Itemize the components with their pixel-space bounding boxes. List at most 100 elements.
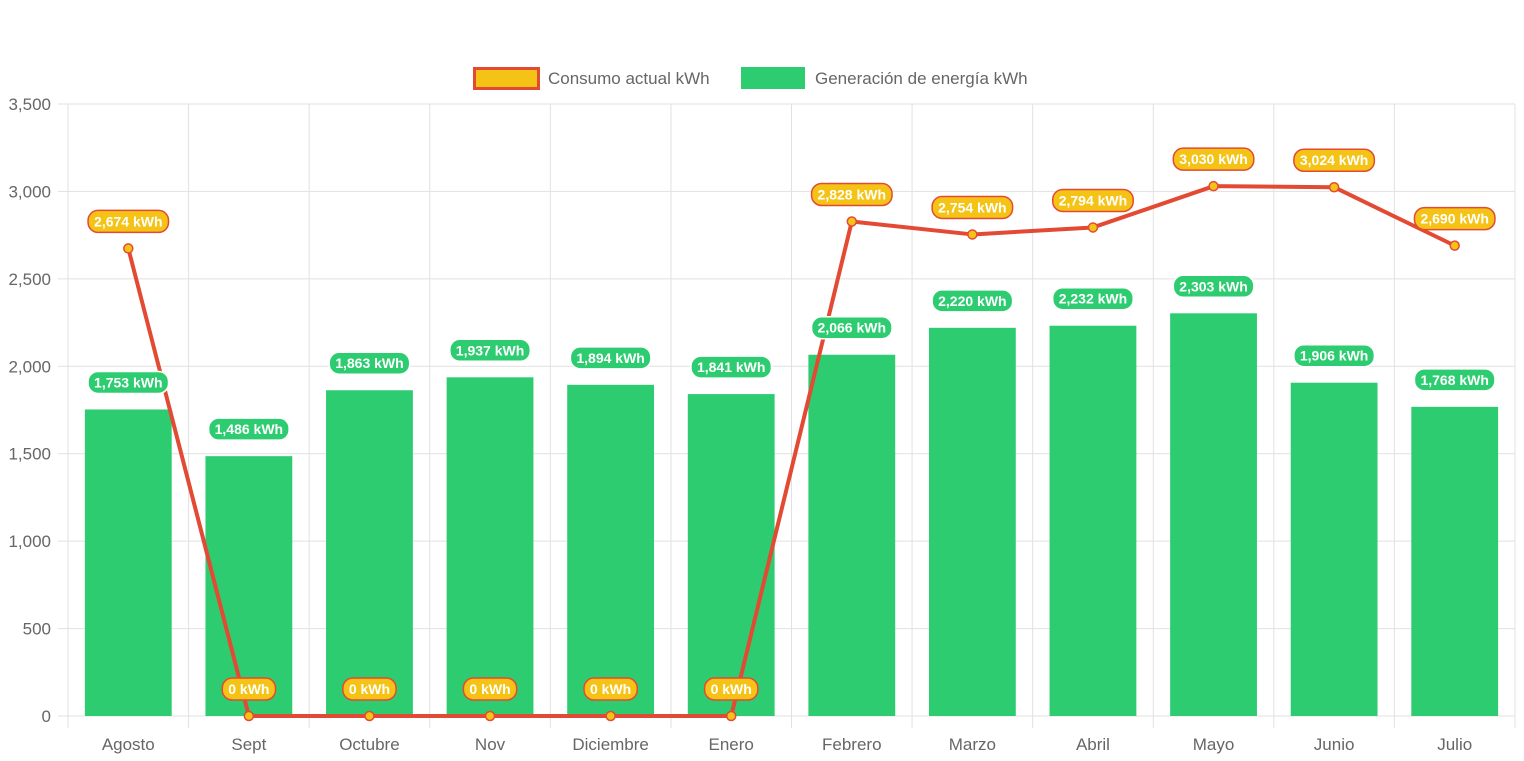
bar-generacion-nov <box>446 377 534 716</box>
x-tick-label: Octubre <box>339 735 399 754</box>
bar-label-diciembre-bg <box>569 346 652 370</box>
line-label-julio-text: 2,690 kWh <box>1420 211 1488 227</box>
legend-item-consumo[interactable]: Consumo actual kWh <box>473 67 710 90</box>
bar-label-marzo-bg <box>931 289 1014 313</box>
consumo-point-junio <box>1328 181 1340 193</box>
y-tick-label: 1,000 <box>8 532 51 551</box>
bar-label-octubre-text: 1,863 kWh <box>335 355 403 371</box>
line-label-diciembre: 0 kWh <box>583 677 638 701</box>
line-label-marzo-bg <box>931 195 1014 220</box>
consumo-point-agosto <box>123 243 134 254</box>
bar-label-junio-text: 1,906 kWh <box>1300 348 1368 364</box>
bar-label-abril-text: 2,232 kWh <box>1059 291 1127 307</box>
x-axis: Agosto Sept Octubre Nov Diciembre Enero Febrer… <box>102 735 1472 754</box>
legend-item-generacion[interactable]: Generación de energía kWh <box>741 67 1028 89</box>
consumo-point-octubre <box>364 710 375 722</box>
line-label-abril-bg <box>1051 188 1134 213</box>
bar-label-sept-text: 1,486 kWh <box>215 421 283 437</box>
bar-label-enero-bg <box>690 355 773 379</box>
bar-label-sept: 1,486 kWh <box>207 417 290 441</box>
consumo-point-marzo <box>967 229 978 240</box>
line-label-diciembre-text: 0 kWh <box>590 681 631 697</box>
bar-label-diciembre: 1,894 kWh <box>569 346 652 370</box>
line-label-octubre-bg <box>342 677 397 701</box>
bar-series <box>84 313 1499 716</box>
legend-label-generacion: Generación de energía kWh <box>815 69 1028 88</box>
line-label-julio: 2,690 kWh <box>1413 206 1496 231</box>
bar-label-febrero: 2,066 kWh <box>810 315 893 340</box>
bar-label-julio: 1,768 kWh <box>1413 368 1496 392</box>
line-series <box>123 180 1460 722</box>
line-label-abril-text: 2,794 kWh <box>1059 192 1127 208</box>
bar-data-labels: 1,753 kWh 1,486 kWh 1,863 kWh 1,937 kWh 1,89… <box>87 274 1496 441</box>
x-tick-label: Febrero <box>822 735 882 754</box>
bar-generacion-sept <box>205 456 293 716</box>
bar-label-nov-text: 1,937 kWh <box>456 342 524 358</box>
bar-label-abril-bg <box>1051 286 1134 311</box>
line-label-octubre: 0 kWh <box>342 677 397 701</box>
x-tick-label: Sept <box>231 735 266 754</box>
line-label-nov: 0 kWh <box>462 677 518 701</box>
line-label-enero: 0 kWh <box>703 677 759 701</box>
y-axis: 0 500 1,000 1,500 2,000 2,500 3,000 3,500 <box>8 95 68 726</box>
y-tick-label: 500 <box>23 620 51 639</box>
consumo-point-enero <box>725 710 737 722</box>
bar-label-marzo: 2,220 kWh <box>931 289 1014 313</box>
line-label-marzo-text: 2,754 kWh <box>938 199 1006 215</box>
x-tick-label: Mayo <box>1193 735 1235 754</box>
bar-label-julio-bg <box>1413 368 1496 392</box>
line-label-enero-text: 0 kWh <box>711 681 752 697</box>
bar-generacion-agosto <box>84 409 172 716</box>
bar-label-mayo: 2,303 kWh <box>1172 274 1255 299</box>
line-label-sept-bg <box>221 677 277 701</box>
bar-label-octubre: 1,863 kWh <box>328 351 411 375</box>
line-label-abril: 2,794 kWh <box>1051 188 1134 213</box>
legend-label-consumo: Consumo actual kWh <box>548 69 710 88</box>
line-label-agosto: 2,674 kWh <box>87 209 170 234</box>
bar-label-enero: 1,841 kWh <box>690 355 773 379</box>
line-label-febrero-bg <box>810 182 893 207</box>
bar-label-octubre-bg <box>328 351 411 375</box>
bar-label-nov-bg <box>449 338 532 363</box>
legend-swatch-consumo <box>473 67 540 90</box>
y-tick-label: 3,500 <box>8 95 51 114</box>
line-label-mayo: 3,030 kWh <box>1172 147 1255 171</box>
bar-generacion-enero <box>687 394 775 716</box>
line-label-enero-bg <box>703 677 759 701</box>
bar-label-agosto: 1,753 kWh <box>87 370 170 395</box>
consumo-point-mayo <box>1208 180 1219 192</box>
line-label-febrero: 2,828 kWh <box>810 182 893 207</box>
line-label-febrero-text: 2,828 kWh <box>818 187 886 203</box>
bar-label-agosto-bg <box>87 370 170 395</box>
line-label-junio: 3,024 kWh <box>1293 148 1376 172</box>
line-label-nov-bg <box>462 677 518 701</box>
legend[interactable]: Consumo actual kWh Generación de energía … <box>473 67 1028 90</box>
bar-generacion-octubre <box>326 390 413 716</box>
x-tick-label: Julio <box>1437 735 1472 754</box>
consumo-point-diciembre <box>605 710 616 722</box>
y-tick-label: 2,000 <box>8 357 51 376</box>
line-label-marzo: 2,754 kWh <box>931 195 1014 220</box>
bar-label-febrero-bg <box>810 315 893 340</box>
consumo-point-julio <box>1449 240 1460 251</box>
legend-swatch-generacion <box>741 67 805 89</box>
bar-label-nov: 1,937 kWh <box>449 338 532 363</box>
y-tick-label: 3,000 <box>8 182 51 201</box>
bar-label-sept-bg <box>207 417 290 441</box>
line-label-sept: 0 kWh <box>221 677 277 701</box>
bar-label-mayo-text: 2,303 kWh <box>1179 278 1247 294</box>
bar-label-julio-text: 1,768 kWh <box>1420 372 1488 388</box>
bar-label-junio: 1,906 kWh <box>1293 343 1376 368</box>
x-tick-label: Nov <box>475 735 506 754</box>
bar-label-agosto-text: 1,753 kWh <box>94 374 162 390</box>
bar-generacion-marzo <box>928 327 1016 716</box>
grid <box>67 103 1516 728</box>
bar-generacion-junio <box>1290 382 1378 716</box>
line-label-junio-bg <box>1293 148 1376 172</box>
line-label-junio-text: 3,024 kWh <box>1300 152 1368 168</box>
bar-generacion-abril <box>1049 325 1137 716</box>
x-tick-label: Abril <box>1076 735 1110 754</box>
consumo-point-febrero <box>846 216 858 227</box>
